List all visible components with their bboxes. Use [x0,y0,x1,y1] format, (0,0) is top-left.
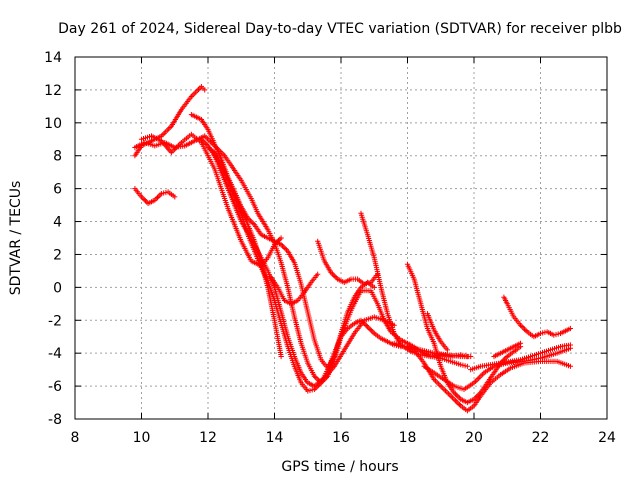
data-point [464,363,470,369]
data-point [202,87,208,93]
x-tick-label: 22 [532,430,550,446]
y-tick-label: 14 [44,50,62,66]
x-axis-label: GPS time / hours [281,459,398,475]
data-point [567,325,573,332]
x-tick-label: 16 [332,430,350,446]
y-tick-label: -6 [48,379,62,395]
y-tick-label: 2 [53,247,62,263]
series-track-h [212,153,284,360]
series-track-i [268,271,321,307]
series-track-o [468,342,573,373]
data-point [444,347,450,353]
series-track-r [424,311,450,353]
data-point [468,353,474,360]
plot-frame [74,56,608,420]
y-tick-label: 8 [53,149,62,165]
data-point [278,235,284,241]
data-point [172,194,178,200]
y-tick-labels: -8 -6 -4 -2 0 2 4 6 8 10 12 14 [44,50,62,428]
data-point [281,244,287,250]
data-point [454,392,460,398]
series-track-b [132,186,178,206]
series-track-q [404,344,474,360]
series-track-d [138,131,284,269]
data-point [156,193,162,199]
y-tick-label: -4 [48,346,62,362]
y-tick-label: 6 [53,182,62,198]
y-tick-label: 10 [44,116,62,132]
series-track-l [404,261,524,406]
y-tick-label: -8 [48,412,62,428]
data-point [332,273,338,280]
data-point [454,399,460,405]
data-point [158,191,164,197]
series-track-s [491,340,524,360]
data-point [369,328,375,334]
data-point [315,271,321,277]
x-tick-label: 20 [465,430,483,446]
x-tick-label: 14 [266,430,284,446]
data-point [278,353,284,360]
x-tick-label: 18 [399,430,417,446]
data-point [331,272,337,278]
chart-title: Day 261 of 2024, Sidereal Day-to-day VTE… [58,21,622,37]
series-track-j [315,238,381,287]
x-tick-label: 24 [598,430,616,446]
y-tick-label: 12 [44,83,62,99]
y-tick-label: 4 [53,215,62,231]
series-track-a [132,84,208,159]
data-point [517,340,524,346]
y-axis-label: SDTVAR / TECUs [8,181,24,296]
x-tick-label: 10 [133,430,151,446]
data-point [555,331,561,337]
y-tick-label: -2 [48,313,62,329]
y-tick-label: 0 [53,280,62,296]
x-tick-label: 12 [199,430,217,446]
data-points [132,84,573,414]
series-track-g [205,144,404,394]
data-point [249,219,255,225]
x-tick-label: 8 [71,430,80,446]
data-point [567,342,573,348]
series-track-p [501,294,573,340]
grid-lines [75,57,607,419]
data-point [567,363,573,369]
data-point [371,284,377,290]
x-tick-labels: 8 10 12 14 16 18 20 22 24 [71,430,616,446]
